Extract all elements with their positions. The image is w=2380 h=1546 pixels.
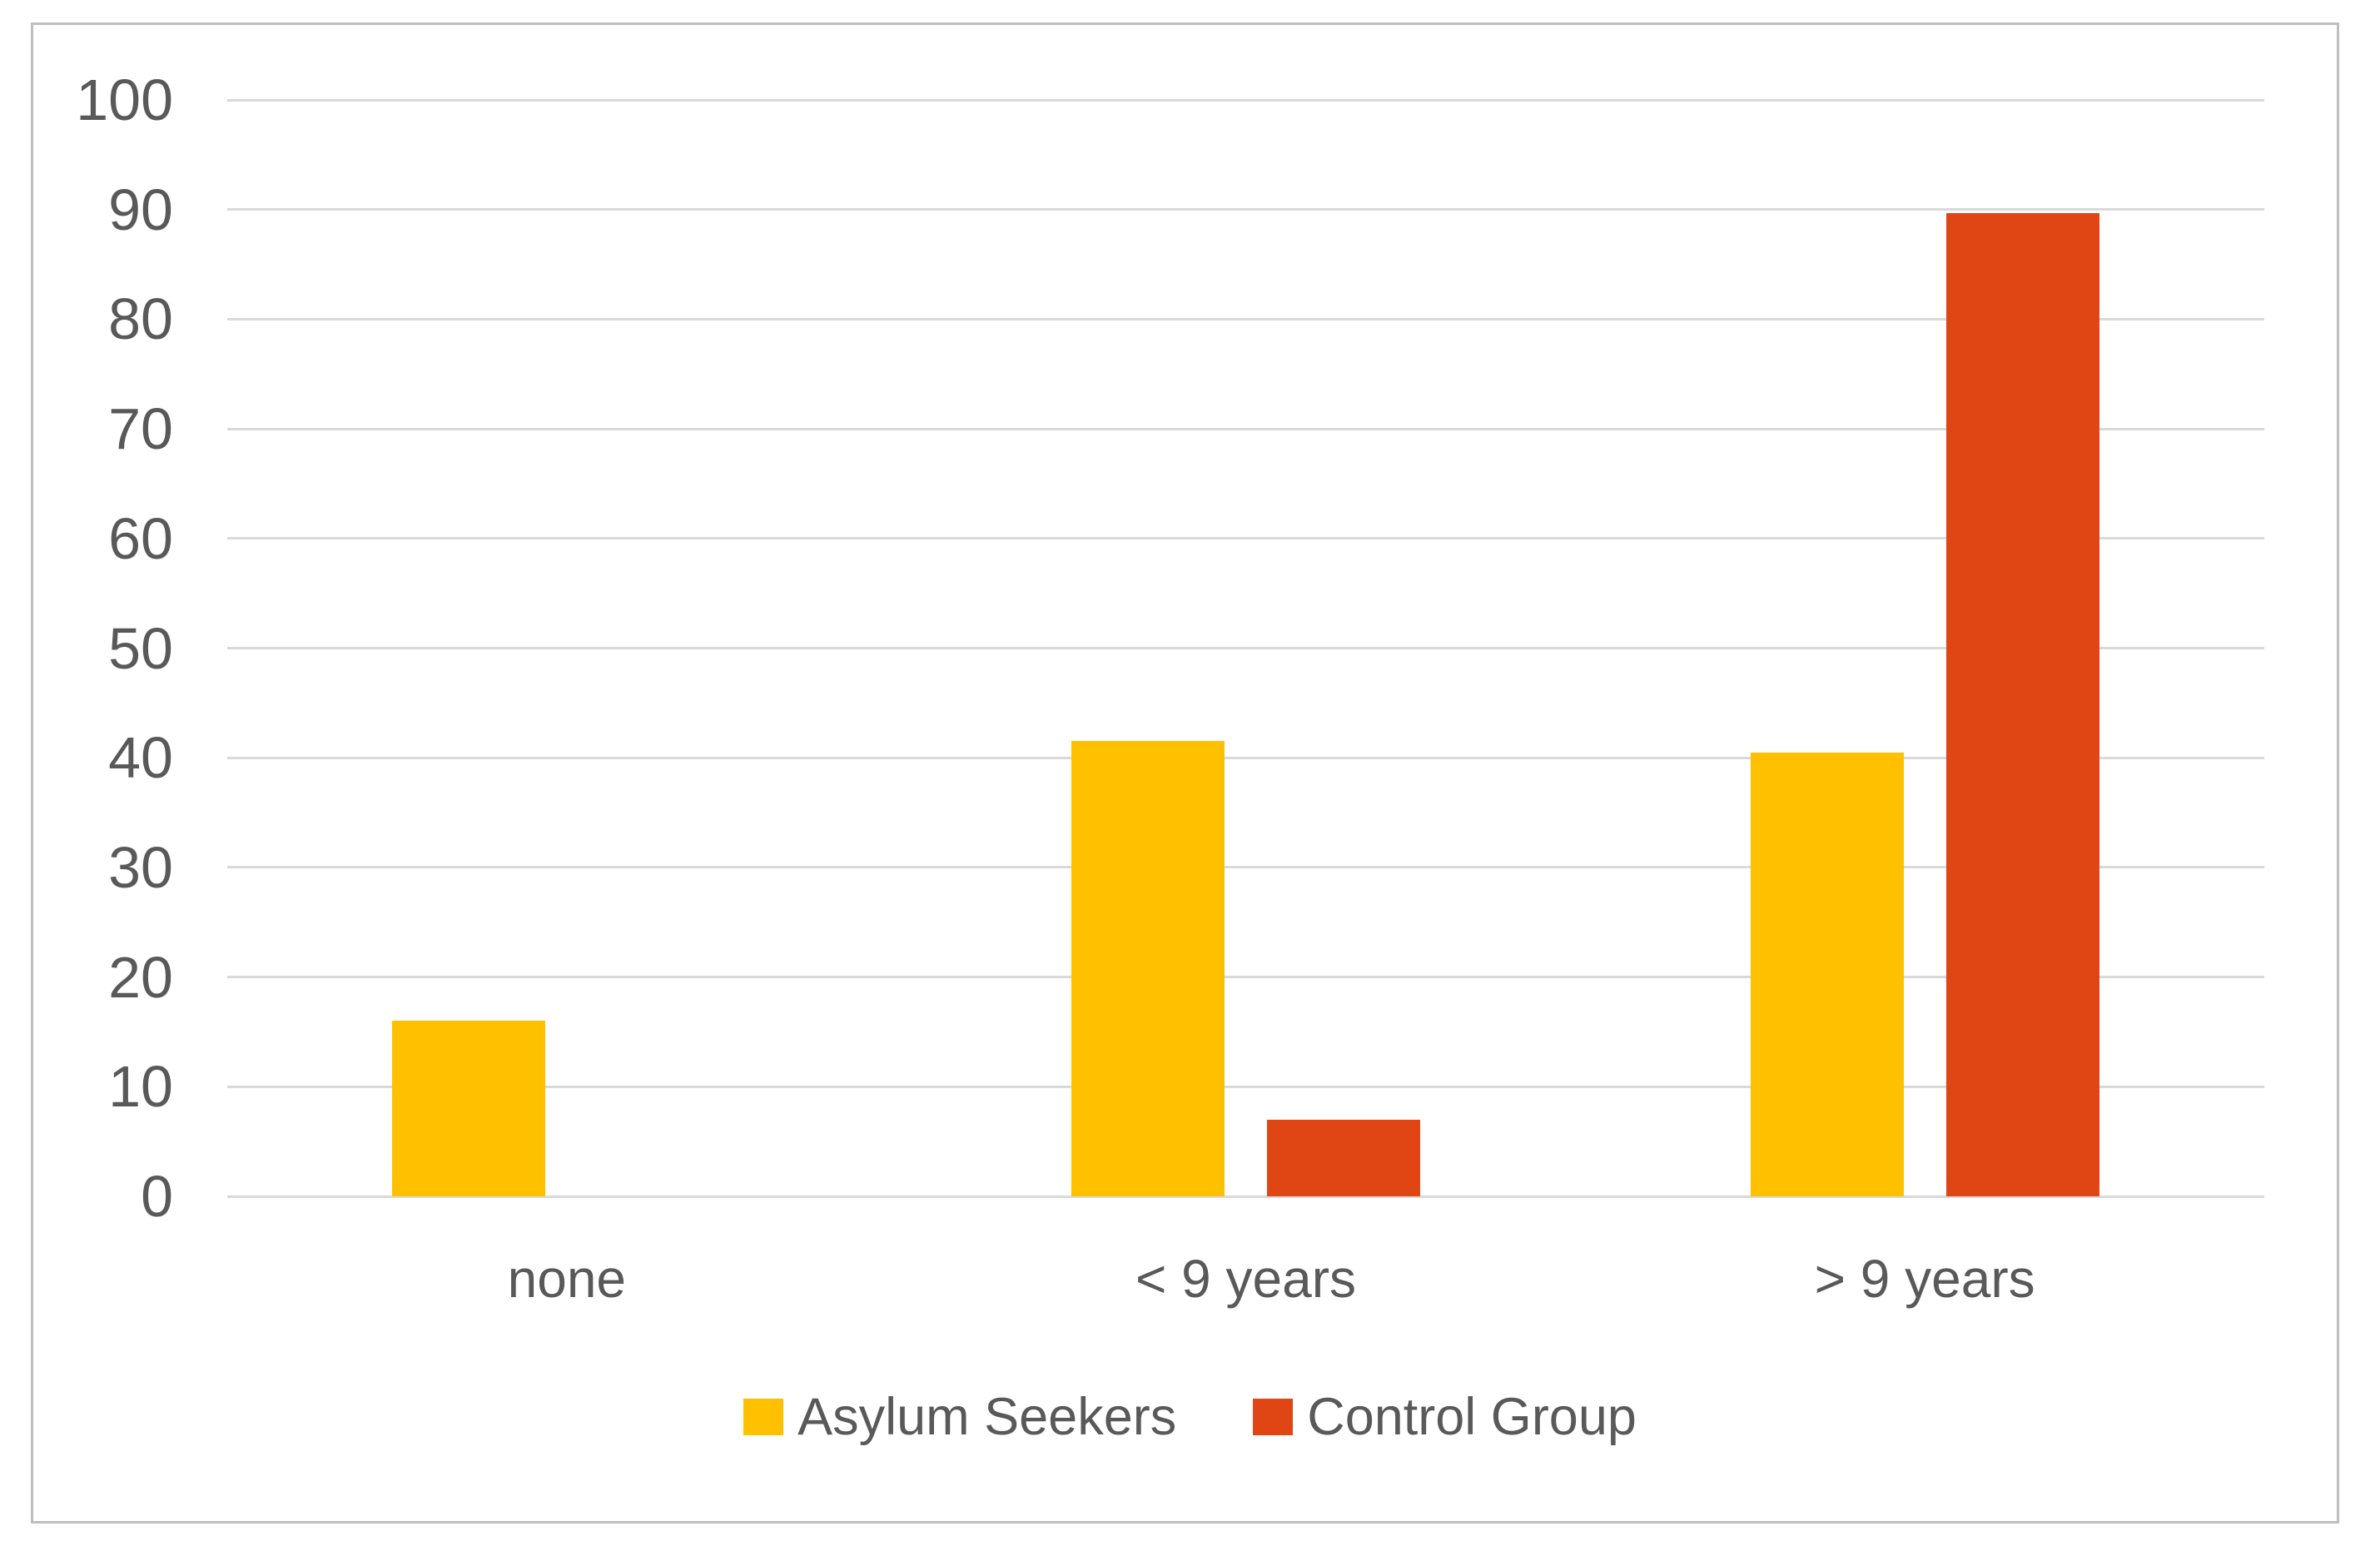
plot-area — [227, 98, 2264, 1198]
gridlines-layer — [227, 98, 2264, 1198]
y-tick-label-50: 50 — [108, 615, 173, 681]
gridline-70 — [227, 427, 2264, 430]
gridline-80 — [227, 317, 2264, 321]
legend-label-asylum-seekers: Asylum Seekers — [797, 1387, 1177, 1446]
gridline-0 — [227, 1195, 2264, 1198]
legend-label-control-group: Control Group — [1307, 1387, 1637, 1446]
bar-asylum-seekers->-9-years — [1750, 752, 1904, 1196]
y-tick-label-30: 30 — [108, 834, 173, 900]
legend-swatch-control-group — [1253, 1399, 1294, 1435]
legend-item-control-group: Control Group — [1253, 1387, 1637, 1446]
y-tick-label-20: 20 — [108, 944, 173, 1010]
gridline-10 — [227, 1085, 2264, 1088]
y-tick-label-0: 0 — [141, 1164, 173, 1229]
bar-control-group-<-9-years — [1267, 1119, 1420, 1196]
figure-border — [31, 22, 2339, 1524]
x-tick-label-<-9-years: < 9 years — [1135, 1249, 1356, 1309]
gridline-50 — [227, 647, 2264, 649]
legend: Asylum Seekers Control Group — [0, 1384, 2380, 1450]
bars-layer — [227, 100, 2264, 1196]
legend-swatch-asylum-seekers — [743, 1399, 784, 1435]
y-axis: 0 10 20 30 40 50 60 70 80 90 100 — [50, 71, 173, 1225]
y-tick-label-80: 80 — [108, 286, 173, 352]
bar-asylum-seekers-none — [392, 1021, 546, 1196]
gridline-30 — [227, 866, 2264, 869]
gridline-20 — [227, 976, 2264, 979]
legend-item-asylum-seekers: Asylum Seekers — [743, 1387, 1177, 1446]
y-tick-label-10: 10 — [108, 1054, 173, 1120]
y-tick-label-100: 100 — [76, 67, 173, 132]
y-tick-label-40: 40 — [108, 725, 173, 791]
gridline-100 — [227, 98, 2264, 102]
y-tick-label-60: 60 — [108, 505, 173, 571]
x-tick-label->-9-years: > 9 years — [1814, 1249, 2035, 1309]
y-tick-label-70: 70 — [108, 396, 173, 462]
y-tick-label-90: 90 — [108, 176, 173, 242]
x-axis: none < 9 years > 9 years — [227, 1245, 2264, 1320]
x-tick-label-none: none — [507, 1249, 627, 1309]
bar-control-group->-9-years — [1945, 212, 2099, 1196]
gridline-40 — [227, 756, 2264, 759]
gridline-60 — [227, 537, 2264, 540]
bar-asylum-seekers-<-9-years — [1071, 741, 1225, 1196]
gridline-90 — [227, 208, 2264, 211]
